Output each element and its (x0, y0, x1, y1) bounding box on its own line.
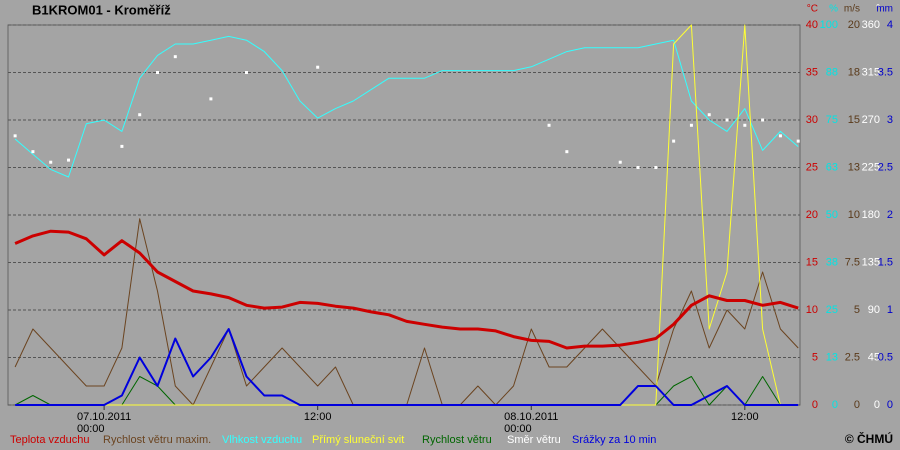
y-tick-label: 315 (862, 66, 880, 78)
direction-dot (173, 55, 177, 59)
direction-dot (547, 123, 551, 127)
y-tick-label: 3.5 (878, 66, 893, 78)
y-tick-label: 3 (887, 114, 893, 126)
x-tick-label: 12:00 (303, 411, 332, 423)
y-tick-label: 100 (820, 19, 838, 31)
y-tick-label: 225 (862, 161, 880, 173)
y-tick-label: 15 (806, 256, 818, 268)
y-tick-label: 0 (854, 399, 860, 411)
y-tick-label: 20 (848, 19, 860, 31)
direction-dot (707, 113, 711, 117)
y-tick-label: 75 (826, 114, 838, 126)
legend-entry: Směr větru (507, 434, 561, 446)
direction-dot (636, 166, 640, 169)
direction-dot (244, 71, 248, 74)
direction-dot (120, 144, 124, 148)
y-tick-label: 0 (887, 399, 893, 411)
y-tick-label: 35 (806, 66, 818, 78)
direction-dot (31, 150, 35, 154)
direction-dot (672, 139, 676, 143)
direction-dot (138, 113, 142, 117)
direction-dot (778, 134, 782, 138)
direction-dot (654, 166, 658, 169)
legend-entry: Přímý sluneční svit (312, 434, 404, 446)
y-tick-label: 88 (826, 66, 838, 78)
y-tick-label: 45 (868, 351, 880, 363)
direction-dot (725, 118, 729, 122)
y-tick-label: 25 (826, 304, 838, 316)
y-tick-label: 13 (826, 351, 838, 363)
y-tick-label: 5 (812, 351, 818, 363)
direction-dot (761, 118, 765, 122)
direction-dot (67, 158, 71, 162)
axis-unit: % (829, 4, 838, 15)
y-tick-label: 0 (874, 399, 880, 411)
axis-unit: °C (807, 4, 818, 15)
y-tick-label: 30 (806, 114, 818, 126)
direction-dot (565, 150, 569, 154)
series-line (14, 35, 799, 178)
series-line (14, 229, 799, 350)
direction-dot (316, 65, 320, 69)
y-tick-label: 2.5 (845, 351, 860, 363)
y-tick-label: 2 (887, 209, 893, 221)
legend-entry: Vlhkost vzduchu (222, 434, 302, 446)
axis-unit: m/s (844, 4, 860, 15)
y-tick-label: 1 (887, 304, 893, 316)
y-tick-label: 15 (848, 114, 860, 126)
y-tick-label: 0 (812, 399, 818, 411)
y-tick-label: 25 (806, 161, 818, 173)
credit: © ČHMÚ (845, 431, 893, 446)
direction-dot (13, 134, 17, 138)
legend-entry: Teplota vzduchu (10, 434, 90, 446)
y-tick-label: 2.5 (878, 161, 893, 173)
y-tick-label: 38 (826, 256, 838, 268)
y-tick-label: 360 (862, 19, 880, 31)
y-tick-label: 18 (848, 66, 860, 78)
y-tick-label: 5 (854, 304, 860, 316)
legend-entry: Rychlost větru (422, 434, 492, 446)
y-tick-label: 135 (862, 256, 880, 268)
series-line (15, 328, 799, 406)
y-tick-label: 4 (887, 19, 893, 31)
x-tick-label: 12:00 (731, 411, 759, 423)
direction-dot (796, 139, 800, 143)
legend-entry: Rychlost větru maxim. (103, 434, 211, 446)
y-tick-label: 90 (868, 304, 880, 316)
y-tick-label: 40 (806, 19, 818, 31)
direction-dot (743, 123, 747, 127)
chart-title: B1KROM01 - Kroměříž (32, 2, 171, 17)
direction-dot (618, 160, 622, 164)
y-tick-label: 1.5 (878, 256, 893, 268)
y-tick-label: 13 (848, 161, 860, 173)
y-tick-label: 63 (826, 161, 838, 173)
direction-dot (689, 123, 693, 127)
y-tick-label: 10 (806, 304, 818, 316)
y-tick-label: 180 (862, 209, 880, 221)
y-tick-label: 10 (848, 209, 860, 221)
direction-dot (156, 71, 160, 74)
y-tick-label: 0.5 (878, 351, 893, 363)
y-tick-label: 7.5 (845, 256, 860, 268)
y-tick-label: 270 (862, 114, 880, 126)
x-tick-label: 07.10.2011 00:00 (76, 411, 132, 435)
x-tick-label: 08.10.2011 00:00 (504, 411, 559, 435)
y-tick-label: 0 (832, 399, 838, 411)
y-tick-label: 20 (806, 209, 818, 221)
axis-unit: mm (876, 4, 893, 15)
y-tick-label: 50 (826, 209, 838, 221)
axis-unit: ° (876, 4, 880, 15)
direction-dot (209, 97, 213, 101)
legend-entry: Srážky za 10 min (572, 434, 656, 446)
direction-dot (49, 160, 53, 164)
